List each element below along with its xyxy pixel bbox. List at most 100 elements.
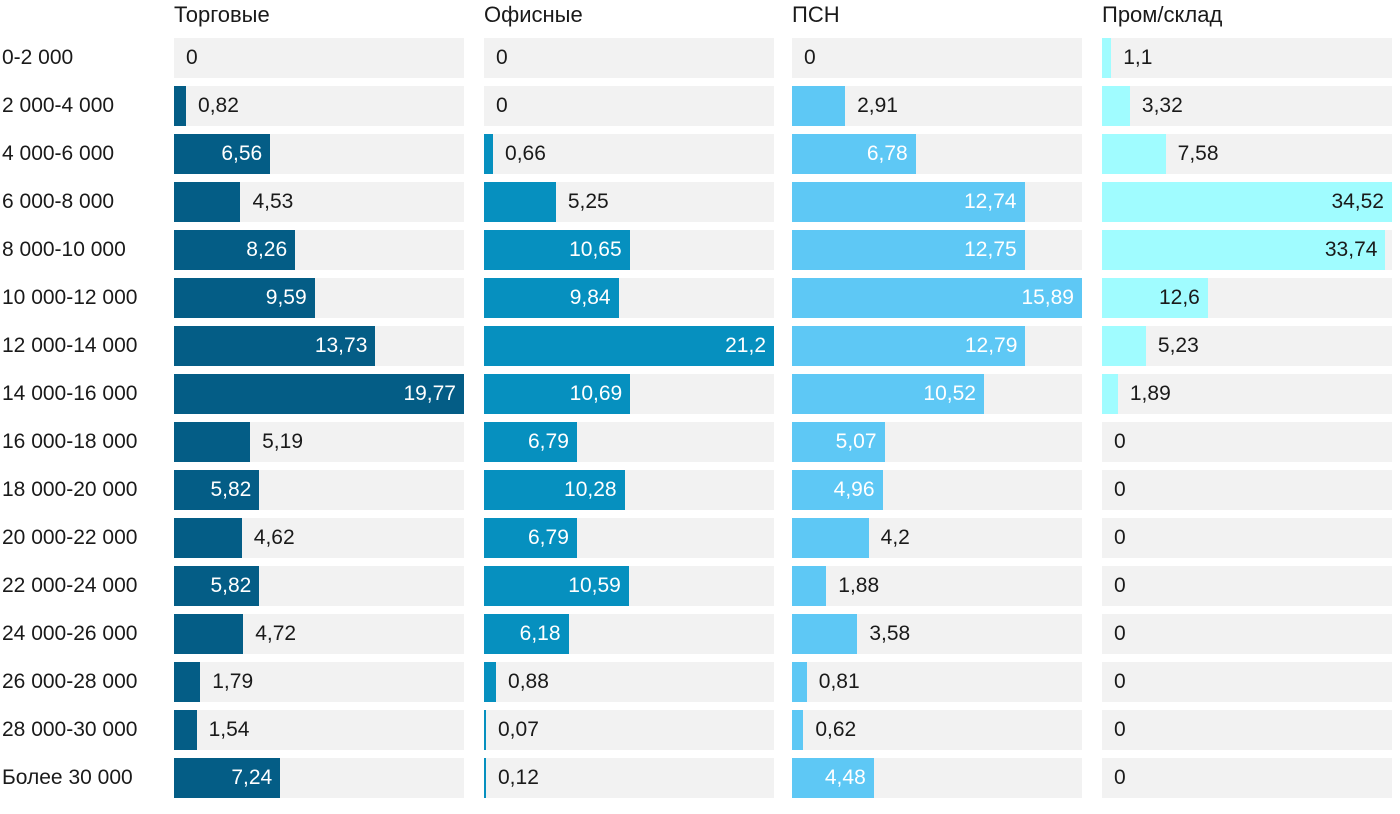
- bar-track: 6,56: [174, 134, 464, 174]
- data-label: 0,12: [498, 766, 539, 789]
- data-label: 6,79: [528, 526, 569, 549]
- category-label: 20 000-22 000: [2, 526, 138, 549]
- bar: [484, 134, 494, 174]
- bar: [1102, 326, 1146, 366]
- bar-track: 4,96: [792, 470, 1082, 510]
- bar: [484, 326, 774, 366]
- data-label: 10,65: [569, 238, 622, 261]
- data-label: 4,48: [824, 766, 866, 789]
- data-label: 0: [1114, 574, 1126, 597]
- bar: [484, 470, 625, 510]
- data-label: 0: [1114, 670, 1126, 693]
- bar-track: 0,62: [792, 710, 1082, 750]
- data-label: 0,07: [498, 718, 539, 741]
- bar-track: 0: [1102, 518, 1392, 558]
- data-label: 6,56: [221, 142, 263, 165]
- bar-track: 0: [1102, 662, 1392, 702]
- bar-track: 15,89: [792, 278, 1082, 318]
- bar: [1102, 38, 1112, 78]
- data-label: 9,84: [569, 286, 611, 309]
- bar-track: 2,91: [792, 86, 1082, 126]
- bar-track: 9,84: [484, 278, 774, 318]
- bar-track: 5,23: [1102, 326, 1392, 366]
- data-label: 5,19: [262, 430, 303, 453]
- bar: [792, 470, 883, 510]
- data-label: 12,6: [1158, 286, 1200, 309]
- bar-track: 6,78: [792, 134, 1082, 174]
- bar-track: 0: [1102, 614, 1392, 654]
- bar-track: 12,75: [792, 230, 1082, 270]
- data-label: 4,96: [833, 478, 875, 501]
- bar: [174, 614, 244, 654]
- data-label: 5,07: [835, 430, 877, 453]
- bar-track: 6,79: [484, 422, 774, 462]
- bar-track: 0,82: [174, 86, 464, 126]
- bar: [174, 182, 241, 222]
- data-label: 0: [496, 94, 508, 117]
- bar-track: 1,54: [174, 710, 464, 750]
- data-label: 5,23: [1157, 334, 1199, 357]
- data-label: 2,91: [857, 94, 898, 117]
- category-label: Более 30 000: [2, 766, 133, 789]
- bar: [174, 326, 376, 366]
- category-label: 6 000-8 000: [2, 190, 115, 213]
- bar: [1102, 278, 1208, 318]
- data-label: 1,89: [1129, 382, 1171, 405]
- bar-track: 10,69: [484, 374, 774, 414]
- data-label: 0: [1114, 622, 1126, 645]
- bar-track: 10,52: [792, 374, 1082, 414]
- bar: [174, 230, 296, 270]
- panel-title: Офисные: [484, 2, 583, 27]
- bar-track: 7,58: [1102, 134, 1392, 174]
- category-label: 18 000-20 000: [2, 478, 138, 501]
- bar-track: 0,66: [484, 134, 774, 174]
- data-label: 21,2: [725, 334, 766, 357]
- bar: [484, 614, 569, 654]
- data-label: 3,58: [869, 622, 911, 645]
- data-label: 0: [804, 46, 816, 69]
- data-label: 1,88: [838, 574, 880, 597]
- bar-track: 5,19: [174, 422, 464, 462]
- data-label: 5,82: [210, 574, 252, 597]
- bar-track: 3,58: [792, 614, 1082, 654]
- bar: [1102, 182, 1392, 222]
- data-label: 0: [1114, 478, 1126, 501]
- bar: [174, 86, 187, 126]
- bar: [792, 710, 804, 750]
- data-label: 15,89: [1021, 286, 1074, 309]
- bar: [484, 422, 577, 462]
- bar: [174, 518, 242, 558]
- bar: [174, 566, 260, 606]
- bar: [174, 134, 271, 174]
- bar: [792, 374, 984, 414]
- bar-track: 4,53: [174, 182, 464, 222]
- bar-track: 1,1: [1102, 38, 1392, 78]
- data-label: 0: [186, 46, 198, 69]
- data-label: 8,26: [246, 238, 288, 261]
- category-label: 8 000-10 000: [2, 238, 126, 261]
- bar-track: 12,79: [792, 326, 1082, 366]
- bar-track: 4,62: [174, 518, 464, 558]
- bar-track: 4,2: [792, 518, 1082, 558]
- category-label: 0-2 000: [2, 46, 74, 69]
- bar: [174, 278, 315, 318]
- bar-track: 19,77: [174, 374, 464, 414]
- bar-track: 0: [1102, 566, 1392, 606]
- data-label: 19,77: [403, 382, 456, 405]
- category-label: 4 000-6 000: [2, 142, 115, 165]
- bar-track: 0: [484, 86, 774, 126]
- data-label: 10,59: [568, 574, 621, 597]
- bar-track: 5,25: [484, 182, 774, 222]
- data-label: 13,73: [314, 334, 368, 357]
- data-label: 7,58: [1177, 142, 1219, 165]
- bar-track: 8,26: [174, 230, 464, 270]
- data-label: 4,2: [880, 526, 910, 549]
- bar: [174, 710, 197, 750]
- bar: [792, 566, 827, 606]
- category-label: 24 000-26 000: [2, 622, 138, 645]
- bar: [484, 566, 629, 606]
- bar-track: 4,72: [174, 614, 464, 654]
- data-label: 0: [1114, 526, 1126, 549]
- bar-track: 12,6: [1102, 278, 1392, 318]
